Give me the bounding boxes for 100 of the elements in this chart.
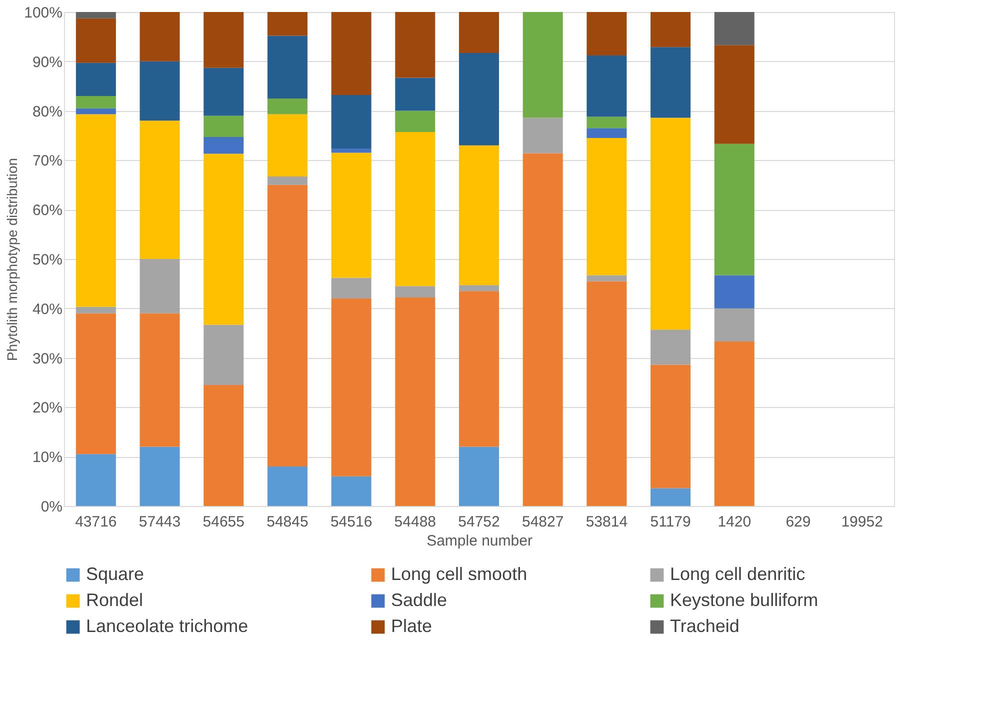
- bar: [650, 118, 691, 330]
- bar: [522, 153, 563, 506]
- x-tick-label: 54845: [266, 514, 308, 530]
- bar: [459, 285, 499, 292]
- legend-label: Keystone bulliform: [670, 590, 818, 610]
- legend-label: Lanceolate trichome: [86, 616, 248, 636]
- legend-label: Tracheid: [670, 616, 740, 636]
- bar: [267, 176, 308, 185]
- x-tick-label: 53814: [586, 514, 628, 530]
- bar: [267, 36, 308, 98]
- y-tick-label: 10%: [32, 449, 62, 466]
- y-tick-label: 80%: [32, 103, 62, 120]
- bar: [331, 278, 372, 299]
- bar: [586, 12, 627, 56]
- bar: [522, 12, 563, 118]
- bar: [395, 110, 436, 132]
- bar: [331, 148, 372, 153]
- bar: [140, 12, 180, 62]
- bar: [267, 114, 308, 176]
- x-axis-title: Sample number: [426, 532, 532, 550]
- bar: [267, 12, 308, 36]
- bar: [522, 118, 563, 154]
- bar: [714, 275, 754, 308]
- bar: [204, 116, 244, 137]
- x-tick-label: 54752: [458, 514, 500, 530]
- bar: [76, 306, 116, 314]
- bar: [459, 145, 499, 286]
- x-tick-label: 629: [786, 514, 811, 530]
- bar: [586, 116, 627, 128]
- bar: [267, 184, 308, 466]
- y-tick-label: 40%: [32, 300, 62, 318]
- bar: [76, 12, 116, 18]
- bar: [395, 132, 436, 286]
- y-tick-label: 0%: [40, 498, 62, 516]
- bar: [76, 18, 116, 63]
- bar: [76, 114, 116, 307]
- bar: [140, 61, 180, 121]
- y-axis-title: Phytolith morphotype distribution: [4, 158, 20, 362]
- bar: [76, 62, 116, 96]
- x-tick-label: 54827: [522, 514, 564, 530]
- bar: [267, 466, 308, 506]
- legend-label: Long cell smooth: [391, 564, 528, 584]
- bar: [650, 364, 691, 488]
- y-tick-label: 60%: [32, 202, 62, 220]
- bar: [395, 286, 436, 298]
- x-tick-label: 1420: [718, 514, 752, 530]
- bar: [586, 55, 627, 117]
- bar: [459, 12, 499, 53]
- bar: [714, 308, 754, 342]
- x-tick-label: 51179: [650, 514, 691, 530]
- bar: [395, 298, 436, 506]
- bar: [140, 313, 180, 447]
- y-tick-label: 20%: [32, 400, 62, 417]
- bar: [204, 154, 244, 325]
- x-tick-label: 43716: [75, 514, 117, 530]
- x-tick-label: 54655: [202, 514, 244, 530]
- y-tick-label: 90%: [32, 54, 62, 71]
- bar: [586, 138, 627, 276]
- bar: [650, 330, 691, 365]
- bar: [459, 291, 499, 447]
- bar: [650, 47, 691, 118]
- bar: [586, 128, 627, 138]
- bar: [267, 98, 308, 114]
- y-tick-label: 30%: [32, 350, 62, 368]
- legend-label: Long cell denritic: [670, 564, 806, 584]
- bar: [714, 342, 754, 506]
- bar: [395, 78, 436, 111]
- bar: [331, 152, 372, 278]
- bar: [714, 45, 754, 144]
- bar: [140, 259, 180, 314]
- bar: [331, 12, 372, 95]
- y-tick-label: 70%: [32, 152, 62, 170]
- bar: [331, 298, 372, 476]
- bar: [586, 275, 627, 282]
- bar: [714, 12, 754, 46]
- bar: [140, 120, 180, 259]
- bar: [140, 446, 180, 506]
- bar: [76, 454, 116, 506]
- bar: [76, 96, 116, 108]
- legend-label: Square: [86, 564, 144, 584]
- bar: [204, 136, 244, 154]
- legend-label: Rondel: [86, 590, 144, 610]
- legend-label: Plate: [391, 616, 432, 636]
- x-tick-label: 54488: [394, 514, 436, 530]
- bar: [650, 488, 691, 506]
- x-tick-label: 54516: [330, 514, 372, 530]
- x-tick-label: 19952: [841, 514, 883, 530]
- bar: [395, 12, 436, 78]
- y-tick-label: 100%: [24, 4, 62, 22]
- bar: [331, 476, 372, 506]
- bar: [204, 12, 244, 68]
- bar: [331, 94, 372, 149]
- bar: [204, 384, 244, 506]
- y-tick-label: 50%: [32, 252, 62, 268]
- bar: [586, 281, 627, 506]
- bar: [459, 446, 499, 506]
- legend-label: Saddle: [391, 590, 448, 610]
- bar: [76, 313, 116, 454]
- bar: [714, 144, 754, 276]
- bar: [650, 12, 691, 48]
